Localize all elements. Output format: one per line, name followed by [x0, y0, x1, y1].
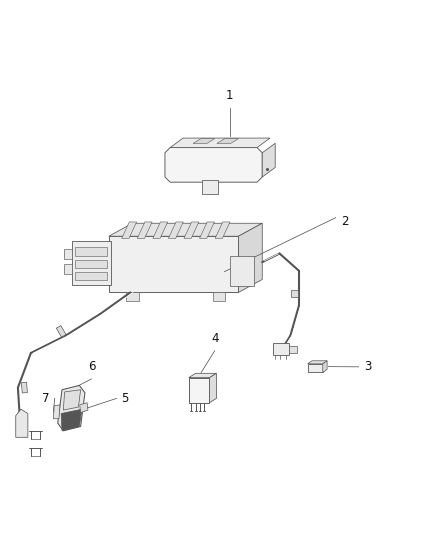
Polygon shape	[323, 361, 327, 373]
Polygon shape	[202, 181, 219, 195]
Polygon shape	[75, 272, 107, 280]
Polygon shape	[21, 382, 28, 393]
Text: 1: 1	[226, 89, 233, 102]
Polygon shape	[307, 361, 327, 364]
Text: 6: 6	[88, 360, 95, 373]
Polygon shape	[109, 223, 262, 236]
Polygon shape	[126, 293, 139, 301]
Polygon shape	[189, 373, 216, 378]
Text: 3: 3	[364, 360, 372, 373]
Polygon shape	[291, 290, 298, 297]
Polygon shape	[153, 222, 168, 238]
Text: 7: 7	[42, 392, 49, 405]
Polygon shape	[307, 364, 323, 373]
Polygon shape	[230, 256, 254, 286]
Polygon shape	[200, 222, 215, 238]
Polygon shape	[189, 378, 209, 403]
Polygon shape	[215, 222, 230, 238]
Polygon shape	[109, 236, 238, 293]
Polygon shape	[72, 241, 111, 285]
Polygon shape	[273, 343, 290, 355]
Polygon shape	[217, 139, 238, 143]
Polygon shape	[165, 148, 262, 182]
Polygon shape	[290, 345, 297, 353]
Polygon shape	[184, 222, 199, 238]
Polygon shape	[262, 143, 275, 177]
Polygon shape	[168, 222, 183, 238]
Polygon shape	[53, 405, 60, 419]
Polygon shape	[122, 222, 137, 238]
Polygon shape	[57, 326, 66, 337]
Text: 2: 2	[341, 215, 349, 228]
Text: 4: 4	[211, 332, 219, 345]
Text: 5: 5	[121, 392, 128, 405]
Polygon shape	[58, 385, 85, 431]
Polygon shape	[212, 293, 226, 301]
Polygon shape	[16, 409, 28, 437]
Polygon shape	[209, 373, 216, 403]
Polygon shape	[80, 403, 88, 413]
Polygon shape	[64, 264, 72, 274]
Polygon shape	[75, 247, 107, 256]
Polygon shape	[61, 409, 82, 431]
Polygon shape	[170, 138, 270, 148]
Polygon shape	[238, 223, 262, 293]
Polygon shape	[193, 139, 215, 143]
Polygon shape	[137, 222, 152, 238]
Polygon shape	[64, 390, 81, 410]
Polygon shape	[75, 260, 107, 268]
Polygon shape	[64, 249, 72, 259]
